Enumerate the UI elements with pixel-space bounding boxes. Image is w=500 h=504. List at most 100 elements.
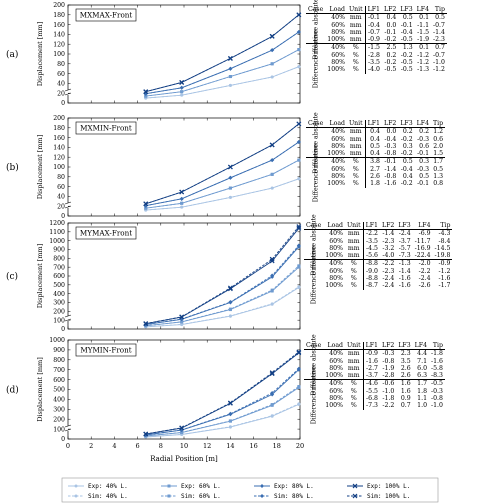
table-cell: -22.4 bbox=[414, 252, 431, 260]
table-cell: 60% bbox=[331, 21, 345, 29]
table-header-cell: LF3 bbox=[398, 6, 415, 15]
table-cell: -2.6 bbox=[418, 282, 431, 290]
table-header-cell: LF4 bbox=[412, 342, 430, 351]
table-cell: 3.8 bbox=[364, 157, 382, 166]
table-cell: 1.1 bbox=[417, 395, 428, 403]
table-row: Difference absolute 40% mm 0.4 0.0 0.2 0.2 1.2 bbox=[306, 112, 445, 173]
table-cell: -0.8 bbox=[384, 150, 397, 158]
table-cell: -8.8 bbox=[362, 275, 380, 283]
data-point bbox=[227, 400, 233, 406]
table-cell: -3.5 bbox=[364, 59, 382, 67]
table-cell: 60% bbox=[331, 51, 345, 59]
table-cell: -1.8 bbox=[431, 350, 443, 358]
data-point bbox=[228, 425, 232, 429]
legend-marker bbox=[352, 483, 358, 489]
data-point bbox=[179, 79, 185, 85]
table-cell: -2.2 bbox=[418, 267, 431, 275]
table-cell: -0.1 bbox=[384, 28, 397, 36]
data-point bbox=[180, 201, 184, 205]
y-tick-label: 300 bbox=[53, 407, 65, 414]
table-cell: % bbox=[346, 157, 366, 166]
data-point bbox=[270, 288, 274, 292]
table-cell: -1.2 bbox=[433, 66, 445, 74]
y-tick-label: 200 bbox=[53, 309, 65, 316]
table-cell: -0.5 bbox=[429, 379, 445, 388]
table-cell: -1.0 bbox=[382, 387, 395, 395]
table-cell: 40% bbox=[323, 379, 345, 388]
table-row: 60% mm -0.4 0.0 -0.1 -1.1 -0.7 bbox=[306, 21, 447, 29]
data-point bbox=[269, 33, 275, 39]
table-cell: 0.0 bbox=[386, 128, 397, 136]
table-header-cell: LF2 bbox=[379, 222, 397, 231]
table-header-cell: LF2 bbox=[381, 120, 399, 129]
table-cell: 100% bbox=[325, 402, 343, 410]
data-point bbox=[180, 320, 184, 324]
table-cell: -5.5 bbox=[362, 387, 380, 396]
table-header-cell: Tip bbox=[431, 120, 446, 129]
y-tick-label: 40 bbox=[57, 194, 65, 201]
table-cell: -6.8 bbox=[362, 395, 380, 403]
table-cell: 100% bbox=[325, 282, 343, 290]
table-row: Difference absolute 40% mm -0.9 -0.3 2.3 4.4 -1… bbox=[304, 334, 445, 395]
table-group-text: Difference relative bbox=[309, 245, 317, 305]
chart-title-box: MXMAX-Front bbox=[75, 8, 137, 22]
data-point bbox=[143, 431, 149, 437]
table-cell: -3.5 bbox=[362, 237, 380, 245]
title-frame bbox=[75, 8, 137, 22]
table-cell: -0.1 bbox=[400, 21, 413, 29]
table-cell: 0.5 bbox=[419, 173, 430, 181]
chart-title: MXMIN-Front bbox=[80, 124, 132, 133]
data-point bbox=[270, 62, 274, 66]
series-line bbox=[145, 159, 300, 209]
table-group-text: Difference relative bbox=[311, 143, 319, 203]
table-cell: -0.7 bbox=[433, 51, 445, 59]
table-cell: 40% bbox=[329, 230, 343, 238]
table-cell: -0.2 bbox=[400, 51, 413, 59]
legend-marker bbox=[74, 484, 78, 488]
table-cell: % bbox=[344, 379, 364, 388]
table-cell: -0.5 bbox=[400, 36, 413, 44]
y-tick-label: 120 bbox=[53, 154, 65, 161]
series-line bbox=[145, 14, 300, 93]
table-cell: -3.7 bbox=[362, 372, 380, 380]
table-cell: -2.0 bbox=[412, 259, 433, 268]
series-line bbox=[145, 351, 300, 435]
data-point bbox=[270, 302, 274, 306]
table-cell: -0.2 bbox=[400, 135, 413, 143]
chart-title: MXMAX-Front bbox=[80, 11, 133, 20]
table-cell: 2.6 bbox=[400, 364, 411, 372]
table-cell: -2.3 bbox=[382, 237, 395, 245]
table-cell: -2.4 bbox=[418, 275, 431, 283]
table-group-label: Difference relative bbox=[306, 144, 326, 202]
table-cell: -16.9 bbox=[414, 244, 431, 252]
chart-a: 0 20 40 60 80 100 120 140 160 180 200 Displacement … bbox=[6, 2, 302, 107]
data-point bbox=[228, 300, 233, 305]
y-tick-label: 100 bbox=[53, 164, 65, 171]
data-point bbox=[143, 321, 149, 327]
table-header-cell: LF2 bbox=[379, 342, 397, 351]
table-cell: 60% bbox=[329, 387, 343, 395]
data-point bbox=[296, 350, 302, 356]
data-point bbox=[297, 65, 301, 69]
table-row: 100% mm -3.7 -2.8 2.6 6.3 -8.3 bbox=[304, 372, 445, 380]
y-tick-label: 0 bbox=[61, 436, 65, 443]
table-row: 100%% -7.3 -2.2 0.7 1.0 -1.0 bbox=[304, 402, 445, 410]
table-cell: mm bbox=[347, 230, 360, 238]
table-cell: -0.2 bbox=[400, 180, 413, 188]
legend-label: Sim: 60% L. bbox=[181, 493, 221, 500]
table-header-cell: Load bbox=[325, 120, 347, 129]
table-cell: mm bbox=[349, 142, 362, 150]
difference-table-b: Case Load Unit LF1 LF2 LF3 LF4 Tip Difference ab… bbox=[306, 112, 446, 202]
x-tick-label: 12 bbox=[203, 442, 211, 450]
y-tick-label: 200 bbox=[53, 416, 65, 423]
data-point bbox=[270, 158, 275, 163]
table-cell: 0.4 bbox=[364, 150, 382, 158]
table-cell: -1.4 bbox=[398, 267, 411, 275]
y-tick-label: 160 bbox=[53, 22, 65, 29]
table-row: 80% mm -0.7 -0.1 -0.4 -1.5 -1.4 bbox=[306, 28, 447, 37]
series-line bbox=[145, 245, 300, 325]
table-cell: mm bbox=[347, 364, 360, 372]
y-tick-label: 1200 bbox=[49, 220, 65, 227]
table-cell: 100% bbox=[325, 252, 343, 260]
table-cell: 40% bbox=[323, 259, 345, 268]
